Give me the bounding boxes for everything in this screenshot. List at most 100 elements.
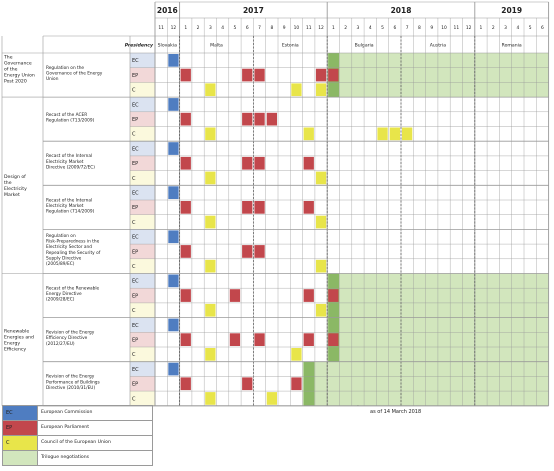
row-code-bg <box>130 317 155 333</box>
row-code-bg <box>130 347 155 362</box>
c-milestone-mark <box>266 392 277 405</box>
ep-milestone-mark <box>303 333 314 346</box>
month-label: 11 <box>306 25 312 31</box>
file-label: Revision of the Energy Efficiency Directi… <box>46 330 95 347</box>
ep-milestone-mark <box>180 156 191 170</box>
legend-label-ec: European Commission <box>41 410 93 415</box>
ep-milestone-mark <box>254 68 265 82</box>
ep-milestone-mark <box>242 245 253 258</box>
ep-milestone-mark <box>242 156 253 170</box>
c-milestone-mark <box>389 127 400 141</box>
file-label: Recast of the ACER Regulation (713/2009) <box>46 112 95 124</box>
row-code-c: C <box>132 308 136 314</box>
row-code-ec: EC <box>132 279 139 285</box>
c-milestone-mark <box>315 171 327 185</box>
row-code-ep: EP <box>132 293 138 299</box>
ep-milestone-mark <box>254 245 265 258</box>
row-code-bg <box>130 126 155 142</box>
month-label: 1 <box>184 25 187 31</box>
month-label: 2 <box>492 25 495 31</box>
trilogue-start-marker <box>303 361 315 406</box>
ec-milestone-mark <box>168 98 179 111</box>
row-code-bg <box>130 97 155 112</box>
year-label: 2017 <box>243 6 264 15</box>
month-label: 3 <box>357 25 360 31</box>
group-label: Renewable Energies and Energy Efficiency <box>4 328 34 352</box>
c-milestone-mark <box>291 83 302 97</box>
month-label: 12 <box>318 25 324 31</box>
ec-milestone-mark <box>168 230 179 244</box>
year-label: 2018 <box>391 6 412 15</box>
ec-milestone-mark <box>168 318 179 332</box>
row-code-ec: EC <box>132 323 139 329</box>
year-label: 2016 <box>157 6 178 15</box>
row-code-ec: EC <box>132 146 139 152</box>
ep-milestone-mark <box>303 156 314 170</box>
ep-milestone-mark <box>254 156 265 170</box>
row-code-bg <box>130 214 155 230</box>
row-code-bg <box>130 258 155 274</box>
ep-milestone-mark <box>180 201 191 214</box>
row-code-c: C <box>132 220 136 226</box>
month-label: 1 <box>332 25 335 31</box>
ep-milestone-mark <box>291 377 302 391</box>
legend-code-trilogue <box>3 451 37 465</box>
ec-milestone-mark <box>168 274 179 288</box>
ep-milestone-mark <box>180 333 191 346</box>
legend: EC European Commission EP European Parli… <box>2 405 153 466</box>
row-code-c: C <box>132 264 136 270</box>
row-code-c: C <box>132 176 136 182</box>
row-code-ec: EC <box>132 58 139 64</box>
month-label: 2 <box>197 25 200 31</box>
month-label: 2 <box>344 25 347 31</box>
ep-milestone-mark <box>328 333 339 346</box>
ep-milestone-mark <box>303 201 314 214</box>
month-label: 6 <box>541 25 544 31</box>
month-label: 10 <box>294 25 300 31</box>
ep-milestone-mark <box>254 201 265 214</box>
month-label: 4 <box>369 25 372 31</box>
row-code-bg <box>130 391 155 406</box>
file-label: Recast of the Internal Electricity Market… <box>46 197 95 214</box>
group-label: The Governance of the Energy Union Post 2020 <box>3 55 35 85</box>
c-milestone-mark <box>205 215 216 229</box>
ep-milestone-mark <box>254 112 265 126</box>
c-milestone-mark <box>205 259 216 273</box>
c-milestone-mark <box>315 215 327 229</box>
month-label: 4 <box>516 25 519 31</box>
row-code-bg <box>130 200 155 215</box>
row-code-bg <box>130 302 155 318</box>
month-label: 10 <box>441 25 447 31</box>
month-label: 5 <box>529 25 532 31</box>
legend-label-trilogue: Trilogue negotiations <box>41 455 90 460</box>
row-code-bg <box>130 244 155 259</box>
row-code-ep: EP <box>132 73 138 79</box>
c-milestone-mark <box>315 259 327 273</box>
c-milestone-mark <box>205 127 216 141</box>
c-milestone-mark <box>303 127 314 141</box>
month-label: 6 <box>393 25 396 31</box>
month-label: 4 <box>221 25 224 31</box>
legend-label-ep: European Parliament <box>41 425 89 430</box>
row-code-bg <box>130 53 155 68</box>
ep-milestone-mark <box>242 377 253 391</box>
row-code-bg <box>130 288 155 303</box>
month-label: 3 <box>504 25 507 31</box>
row-code-ec: EC <box>132 235 139 241</box>
ec-milestone-mark <box>168 362 179 376</box>
row-code-bg <box>130 111 155 127</box>
file-label: Revision of the Energy Performance of Bui… <box>46 374 101 391</box>
month-label: 8 <box>270 25 273 31</box>
month-label: 6 <box>246 25 249 31</box>
c-milestone-mark <box>205 303 216 317</box>
file-label: Recast of the Internal Electricity Market… <box>46 153 95 170</box>
month-label: 1 <box>480 25 483 31</box>
row-code-ec: EC <box>132 190 139 196</box>
presidency-header: Presidency <box>125 43 154 49</box>
row-code-bg <box>130 82 155 98</box>
ep-milestone-mark <box>315 68 327 82</box>
ep-milestone-mark <box>303 289 314 302</box>
row-code-bg <box>130 273 155 289</box>
month-label: 11 <box>158 25 164 31</box>
row-code-bg <box>130 361 155 377</box>
